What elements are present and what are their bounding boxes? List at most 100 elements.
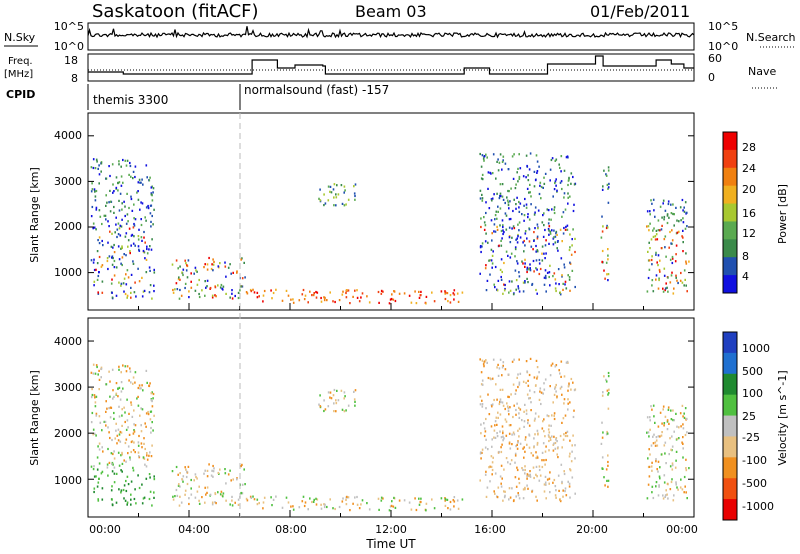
power-cell (130, 296, 132, 299)
power-cell (683, 206, 685, 209)
power-cell (252, 288, 254, 291)
power-cell (141, 178, 143, 181)
power-cell (508, 218, 511, 221)
velocity-cell (523, 425, 525, 428)
power-cell (607, 187, 609, 190)
velocity-cell (146, 458, 149, 461)
power-cell (681, 198, 684, 202)
velocity-cell (332, 394, 335, 397)
power-cell (504, 287, 506, 291)
power-cell (563, 266, 566, 269)
power-cell (93, 284, 95, 287)
power-cell (262, 300, 264, 303)
velocity-cell (206, 475, 209, 478)
power-cell (292, 301, 295, 304)
velocity-cell (479, 358, 481, 361)
velocity-cell (487, 448, 489, 451)
power-cell (507, 203, 510, 207)
velocity-cell (664, 415, 667, 418)
velocity-cell (327, 405, 330, 408)
power-cell (543, 276, 546, 279)
power-cbar-swatch (723, 239, 737, 258)
velocity-cell (491, 377, 494, 380)
power-cell (651, 255, 653, 258)
velocity-cell (196, 477, 198, 480)
power-cell (564, 283, 566, 286)
power-cell (607, 258, 609, 261)
velocity-cell (96, 456, 99, 459)
power-cell (188, 296, 190, 299)
power-cell (519, 167, 522, 170)
power-cell (214, 286, 217, 289)
power-cell (505, 214, 508, 217)
velocity-cell (485, 438, 487, 441)
power-cell (533, 270, 535, 273)
velocity-cell (486, 361, 488, 364)
velocity-cell (502, 404, 505, 407)
power-cell (175, 259, 178, 262)
velocity-cell (659, 411, 662, 414)
power-cell (134, 218, 137, 221)
velocity-cell (104, 420, 107, 423)
velocity-cell (666, 493, 668, 496)
power-cell (562, 288, 564, 291)
velocity-cell (664, 495, 666, 498)
power-cell (516, 260, 518, 263)
power-cell (671, 271, 673, 274)
power-cell (569, 261, 571, 264)
velocity-cell (141, 483, 143, 486)
power-cell (148, 291, 151, 294)
power-cell (559, 291, 561, 294)
power-cell (149, 204, 152, 207)
velocity-cell (356, 503, 359, 506)
velocity-cell (230, 479, 232, 482)
velocity-cell (333, 402, 335, 405)
velocity-cell (525, 360, 528, 363)
power-cell (93, 226, 96, 229)
power-cell (572, 209, 575, 213)
power-cell (195, 269, 197, 272)
velocity-cell (568, 485, 571, 488)
power-cell (489, 171, 491, 174)
velocity-cell (225, 482, 227, 485)
velocity-cell (134, 488, 136, 491)
power-cell (112, 257, 114, 260)
power-cell (606, 226, 609, 229)
power-cell (128, 173, 130, 176)
velocity-cell (388, 509, 391, 512)
power-cell (652, 290, 655, 293)
velocity-cell (540, 391, 543, 394)
power-cell (101, 222, 103, 226)
velocity-cell (532, 454, 534, 457)
power-cell (456, 292, 459, 295)
velocity-cell (97, 445, 99, 448)
power-cell (568, 276, 571, 279)
velocity-cell (533, 476, 535, 480)
velocity-cell (658, 484, 660, 487)
velocity-cell (245, 497, 248, 500)
velocity-cell (263, 496, 266, 499)
velocity-cell (134, 451, 136, 454)
power-cell (101, 239, 103, 243)
power-cell (137, 181, 140, 184)
power-cell (552, 195, 554, 198)
power-cell (118, 163, 120, 166)
power-cell (480, 225, 482, 229)
velocity-cell (142, 389, 144, 392)
power-cell (315, 296, 318, 299)
power-cell (179, 278, 181, 281)
power-cell (93, 268, 96, 272)
velocity-cell (539, 390, 541, 393)
velocity-cell (209, 493, 212, 496)
power-cell (647, 276, 650, 280)
velocity-cell (661, 431, 663, 434)
power-cell (214, 294, 216, 297)
velocity-cell (353, 390, 355, 393)
velocity-cell (483, 434, 486, 438)
power-cell (650, 199, 652, 202)
power-cell (505, 228, 508, 231)
velocity-cell (130, 403, 133, 406)
power-cell (236, 270, 238, 273)
power-cell (323, 296, 325, 299)
power-cell (142, 183, 144, 186)
